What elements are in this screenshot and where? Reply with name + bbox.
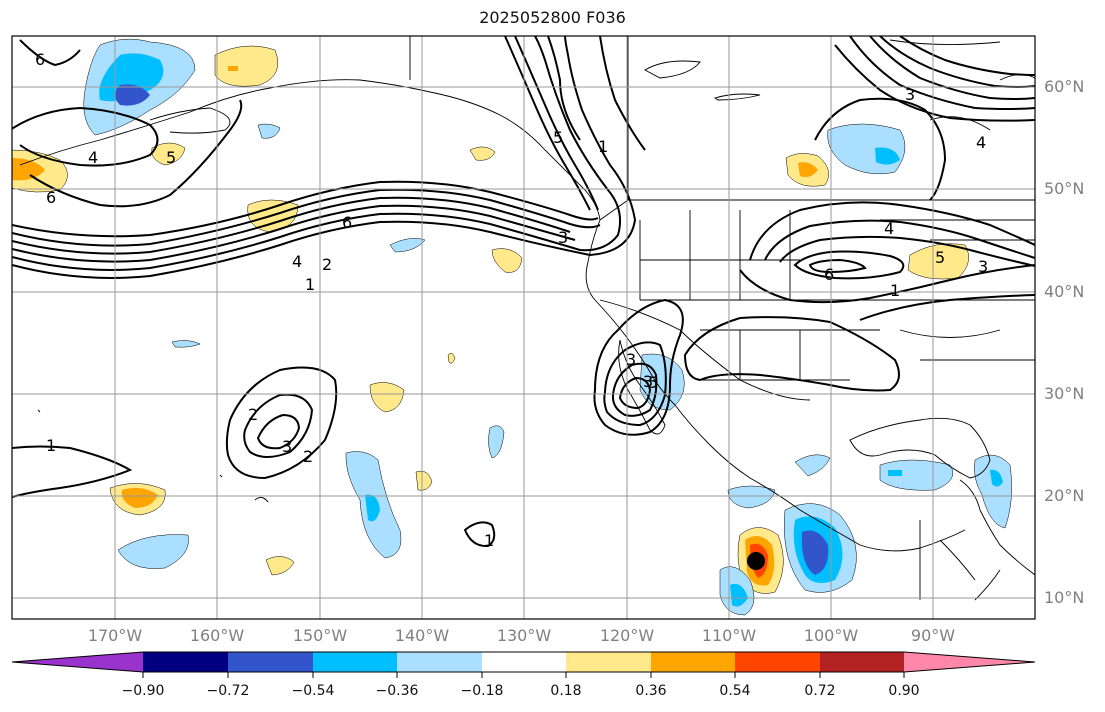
colorbar-segment xyxy=(482,652,566,672)
lon-label: 100°W xyxy=(803,626,859,645)
lon-label: 90°W xyxy=(910,626,956,645)
colorbar-segment xyxy=(397,652,482,672)
contour-label: 1 xyxy=(305,275,315,294)
lat-label: 30°N xyxy=(1044,384,1085,403)
lat-label: 50°N xyxy=(1044,179,1085,198)
contour-label: 6 xyxy=(824,265,834,284)
colorbar-tick-label: −0.72 xyxy=(206,683,250,699)
colorbar-low-extend xyxy=(12,652,143,672)
contour-label: 4 xyxy=(976,133,986,152)
contour-label: 3 xyxy=(978,257,988,276)
lat-label: 40°N xyxy=(1044,282,1085,301)
colorbar-tick-label: 0.18 xyxy=(550,683,582,699)
lon-label: 170°W xyxy=(87,626,143,645)
colorbar-segment xyxy=(566,652,651,672)
colorbar-tick-label: −0.36 xyxy=(375,683,419,699)
contour-label: 3 xyxy=(558,228,568,247)
contour-label: 5 xyxy=(648,373,658,392)
colorbar-segment xyxy=(313,652,397,672)
lon-label: 140°W xyxy=(394,626,450,645)
colorbar-segment xyxy=(143,652,228,672)
colorbar-tick-label: 0.90 xyxy=(888,683,920,699)
contour-label: 1 xyxy=(484,531,494,550)
lon-label: 120°W xyxy=(599,626,655,645)
colorbar-ticks xyxy=(142,672,905,678)
colorbar-tick-label: 0.72 xyxy=(804,683,836,699)
colorbar-tick-label: −0.54 xyxy=(291,683,335,699)
map-frame xyxy=(11,35,1036,620)
lat-label: 60°N xyxy=(1044,77,1085,96)
contour-label: 4 xyxy=(884,219,894,238)
lon-label: 110°W xyxy=(701,626,757,645)
map-title: 2025052800 F036 xyxy=(479,8,626,27)
lat-label: 20°N xyxy=(1044,486,1085,505)
contour-label: 3 xyxy=(643,372,653,391)
colorbar-tick-label: 0.36 xyxy=(635,683,667,699)
gridlines xyxy=(12,36,1035,619)
contour-label: 2 xyxy=(322,255,332,274)
contour-label: 3 xyxy=(282,437,292,456)
contour-label: 1 xyxy=(890,281,900,300)
contour-label: 6 xyxy=(342,213,352,232)
contour-label: 5 xyxy=(553,128,563,147)
colorbar-segment xyxy=(735,652,820,672)
contour-label: 1 xyxy=(46,436,56,455)
contour-label: 6 xyxy=(35,50,45,69)
lon-label: 130°W xyxy=(496,626,552,645)
contour-label: 1 xyxy=(598,137,608,156)
contour-lines xyxy=(12,36,1035,548)
colorbar-high-extend xyxy=(904,652,1035,672)
contour-label: 2 xyxy=(303,447,313,466)
colorbar-tick-label: 0.54 xyxy=(719,683,751,699)
contour-label: 2 xyxy=(248,405,258,424)
lon-label: 150°W xyxy=(292,626,348,645)
contour-label: 5 xyxy=(935,248,945,267)
colorbar-segment xyxy=(651,652,735,672)
contour-label: 3 xyxy=(626,350,636,369)
lon-label: 160°W xyxy=(189,626,245,645)
contour-labels: 6 4 5 6 6 4 1 2 3 5 1 3 1 2 3 4 6 5 3 1 … xyxy=(35,50,988,550)
coastlines-borders xyxy=(19,36,1035,601)
colorbar-tick-label: −0.90 xyxy=(121,683,165,699)
contour-label: 3 xyxy=(905,85,915,104)
storm-location-marker xyxy=(747,552,765,570)
lat-label: 10°N xyxy=(1044,588,1085,607)
colorbar-segment xyxy=(820,652,904,672)
contour-label: 4 xyxy=(292,252,302,271)
contour-label: 5 xyxy=(166,148,176,167)
contour-label: 4 xyxy=(88,148,98,167)
colorbar-segment xyxy=(228,652,313,672)
contour-label: 6 xyxy=(46,188,56,207)
colorbar-tick-label: −0.18 xyxy=(460,683,504,699)
